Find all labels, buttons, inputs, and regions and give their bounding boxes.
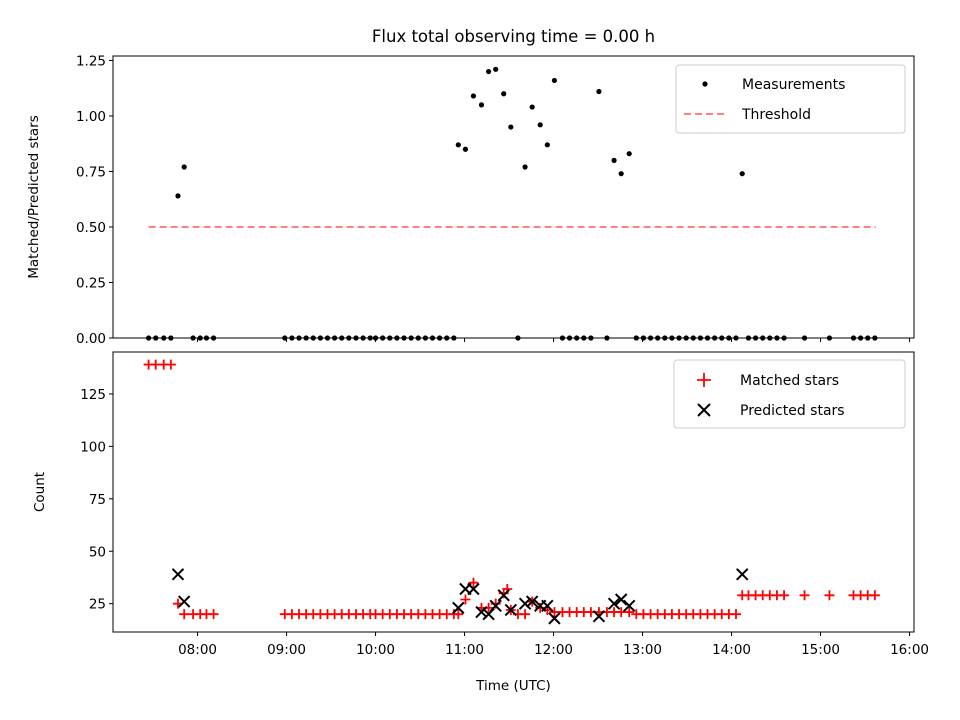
- predicted-stars-point: [177, 595, 191, 608]
- predicted-stars-point: [622, 599, 636, 612]
- measurement-point: [181, 164, 187, 170]
- matched-stars-point: [453, 609, 464, 620]
- predicted-stars-point: [736, 568, 749, 581]
- measurement-point: [596, 88, 602, 95]
- matched-stars-point: [460, 594, 471, 605]
- measurement-point: [175, 193, 181, 199]
- top-legend: Measurements Threshold: [675, 64, 906, 134]
- top-y-tick-label: 1.25: [76, 53, 106, 69]
- legend-threshold-label: Threshold: [741, 107, 811, 123]
- bottom-x-tick-label: 15:00: [801, 642, 840, 658]
- bottom-y-tick-label: 25: [89, 597, 106, 613]
- bottom-x-tick-label: 16:00: [890, 642, 929, 658]
- measurement-point: [478, 102, 485, 108]
- predicted-stars-point: [614, 593, 628, 606]
- matched-stars-point: [779, 590, 790, 601]
- measurement-point: [522, 164, 528, 170]
- predicted-stars-point: [497, 589, 510, 602]
- predicted-stars-point: [518, 597, 532, 610]
- measurement-point: [739, 171, 745, 177]
- matched-stars-point: [731, 609, 741, 620]
- predicted-stars-point: [475, 605, 488, 619]
- bottom-x-tick-label: 09:00: [267, 642, 306, 658]
- top-y-tick-label: 0.50: [76, 220, 106, 236]
- bottom-y-axis-label: Count: [32, 472, 48, 512]
- bottom-legend-box: [673, 359, 906, 429]
- measurement-point: [611, 157, 617, 163]
- measurement-point: [462, 146, 469, 152]
- top-y-tick-label: 0.25: [76, 275, 106, 291]
- predicted-stars-point: [607, 597, 621, 610]
- measurement-point: [544, 142, 550, 148]
- bottom-legend: Matched stars Predicted stars: [673, 359, 906, 429]
- bottom-x-tick-label: 12:00: [534, 642, 573, 658]
- bottom-plot-area: 25 50 75 100 125 08:00 09:00 10:00 11:00 12:00 13:…: [80, 359, 929, 658]
- legend-matched-label: Matched stars: [740, 373, 839, 389]
- matched-stars-point: [869, 590, 880, 601]
- measurement-point: [455, 142, 461, 148]
- matched-stars-point: [208, 609, 219, 620]
- bottom-y-tick-label: 75: [89, 492, 106, 508]
- predicted-stars-point: [592, 610, 606, 623]
- legend-predicted-label: Predicted stars: [740, 403, 845, 419]
- top-plot-frame: [112, 55, 915, 339]
- measurement-point: [618, 171, 624, 177]
- predicted-stars-point: [467, 582, 480, 596]
- predicted-stars-point: [548, 612, 561, 625]
- measurement-point: [485, 68, 492, 75]
- measurement-point: [626, 151, 632, 157]
- predicted-stars-point: [541, 599, 554, 612]
- bottom-x-tick-label: 11:00: [445, 642, 484, 658]
- legend-measurements-marker: [702, 81, 708, 87]
- bottom-y-tick-label: 125: [80, 387, 106, 403]
- top-y-tick-label: 1.00: [76, 109, 106, 125]
- bottom-plot-frame: [112, 351, 915, 633]
- bottom-x-tick-label: 08:00: [178, 642, 217, 658]
- measurement-point: [508, 124, 514, 130]
- predicted-stars-point: [525, 595, 539, 608]
- legend-matched-marker: [697, 373, 711, 387]
- measurement-point: [470, 93, 477, 99]
- x-axis-label: Time (UTC): [475, 678, 551, 694]
- bottom-x-tick-label: 13:00: [623, 642, 662, 658]
- top-plot-area: 0.00 0.25 0.50 0.75 1.00 1.25: [76, 53, 911, 347]
- bottom-y-tick-label: 100: [80, 439, 106, 455]
- predicted-stars-point: [452, 601, 465, 615]
- bottom-y-tick-label: 50: [89, 544, 106, 560]
- predicted-stars-point: [171, 568, 185, 581]
- legend-predicted-marker: [697, 403, 711, 417]
- predicted-stars-point: [504, 603, 518, 617]
- matched-stars-point: [799, 590, 810, 601]
- top-legend-box: [675, 64, 906, 134]
- matched-stars-point: [165, 359, 176, 370]
- bottom-x-tick-label: 14:00: [712, 642, 751, 658]
- matched-stars-point: [824, 590, 835, 601]
- measurement-point: [529, 104, 535, 110]
- matched-stars-point: [624, 607, 635, 618]
- legend-measurements-label: Measurements: [742, 77, 845, 93]
- matched-stars-point: [520, 609, 531, 620]
- top-y-tick-label: 0.00: [76, 331, 106, 347]
- predicted-stars-point: [489, 599, 502, 612]
- matched-stars-point: [468, 577, 479, 588]
- measurement-point: [537, 122, 543, 128]
- top-y-axis-label: Matched/Predicted stars: [26, 115, 42, 278]
- measurement-point: [493, 66, 499, 72]
- measurement-point: [551, 77, 558, 84]
- bottom-x-tick-label: 10:00: [356, 642, 395, 658]
- measurement-point: [501, 91, 507, 97]
- chart-title: Flux total observing time = 0.00 h: [372, 27, 655, 46]
- top-y-tick-label: 0.75: [76, 164, 106, 180]
- matched-stars-point: [179, 609, 190, 620]
